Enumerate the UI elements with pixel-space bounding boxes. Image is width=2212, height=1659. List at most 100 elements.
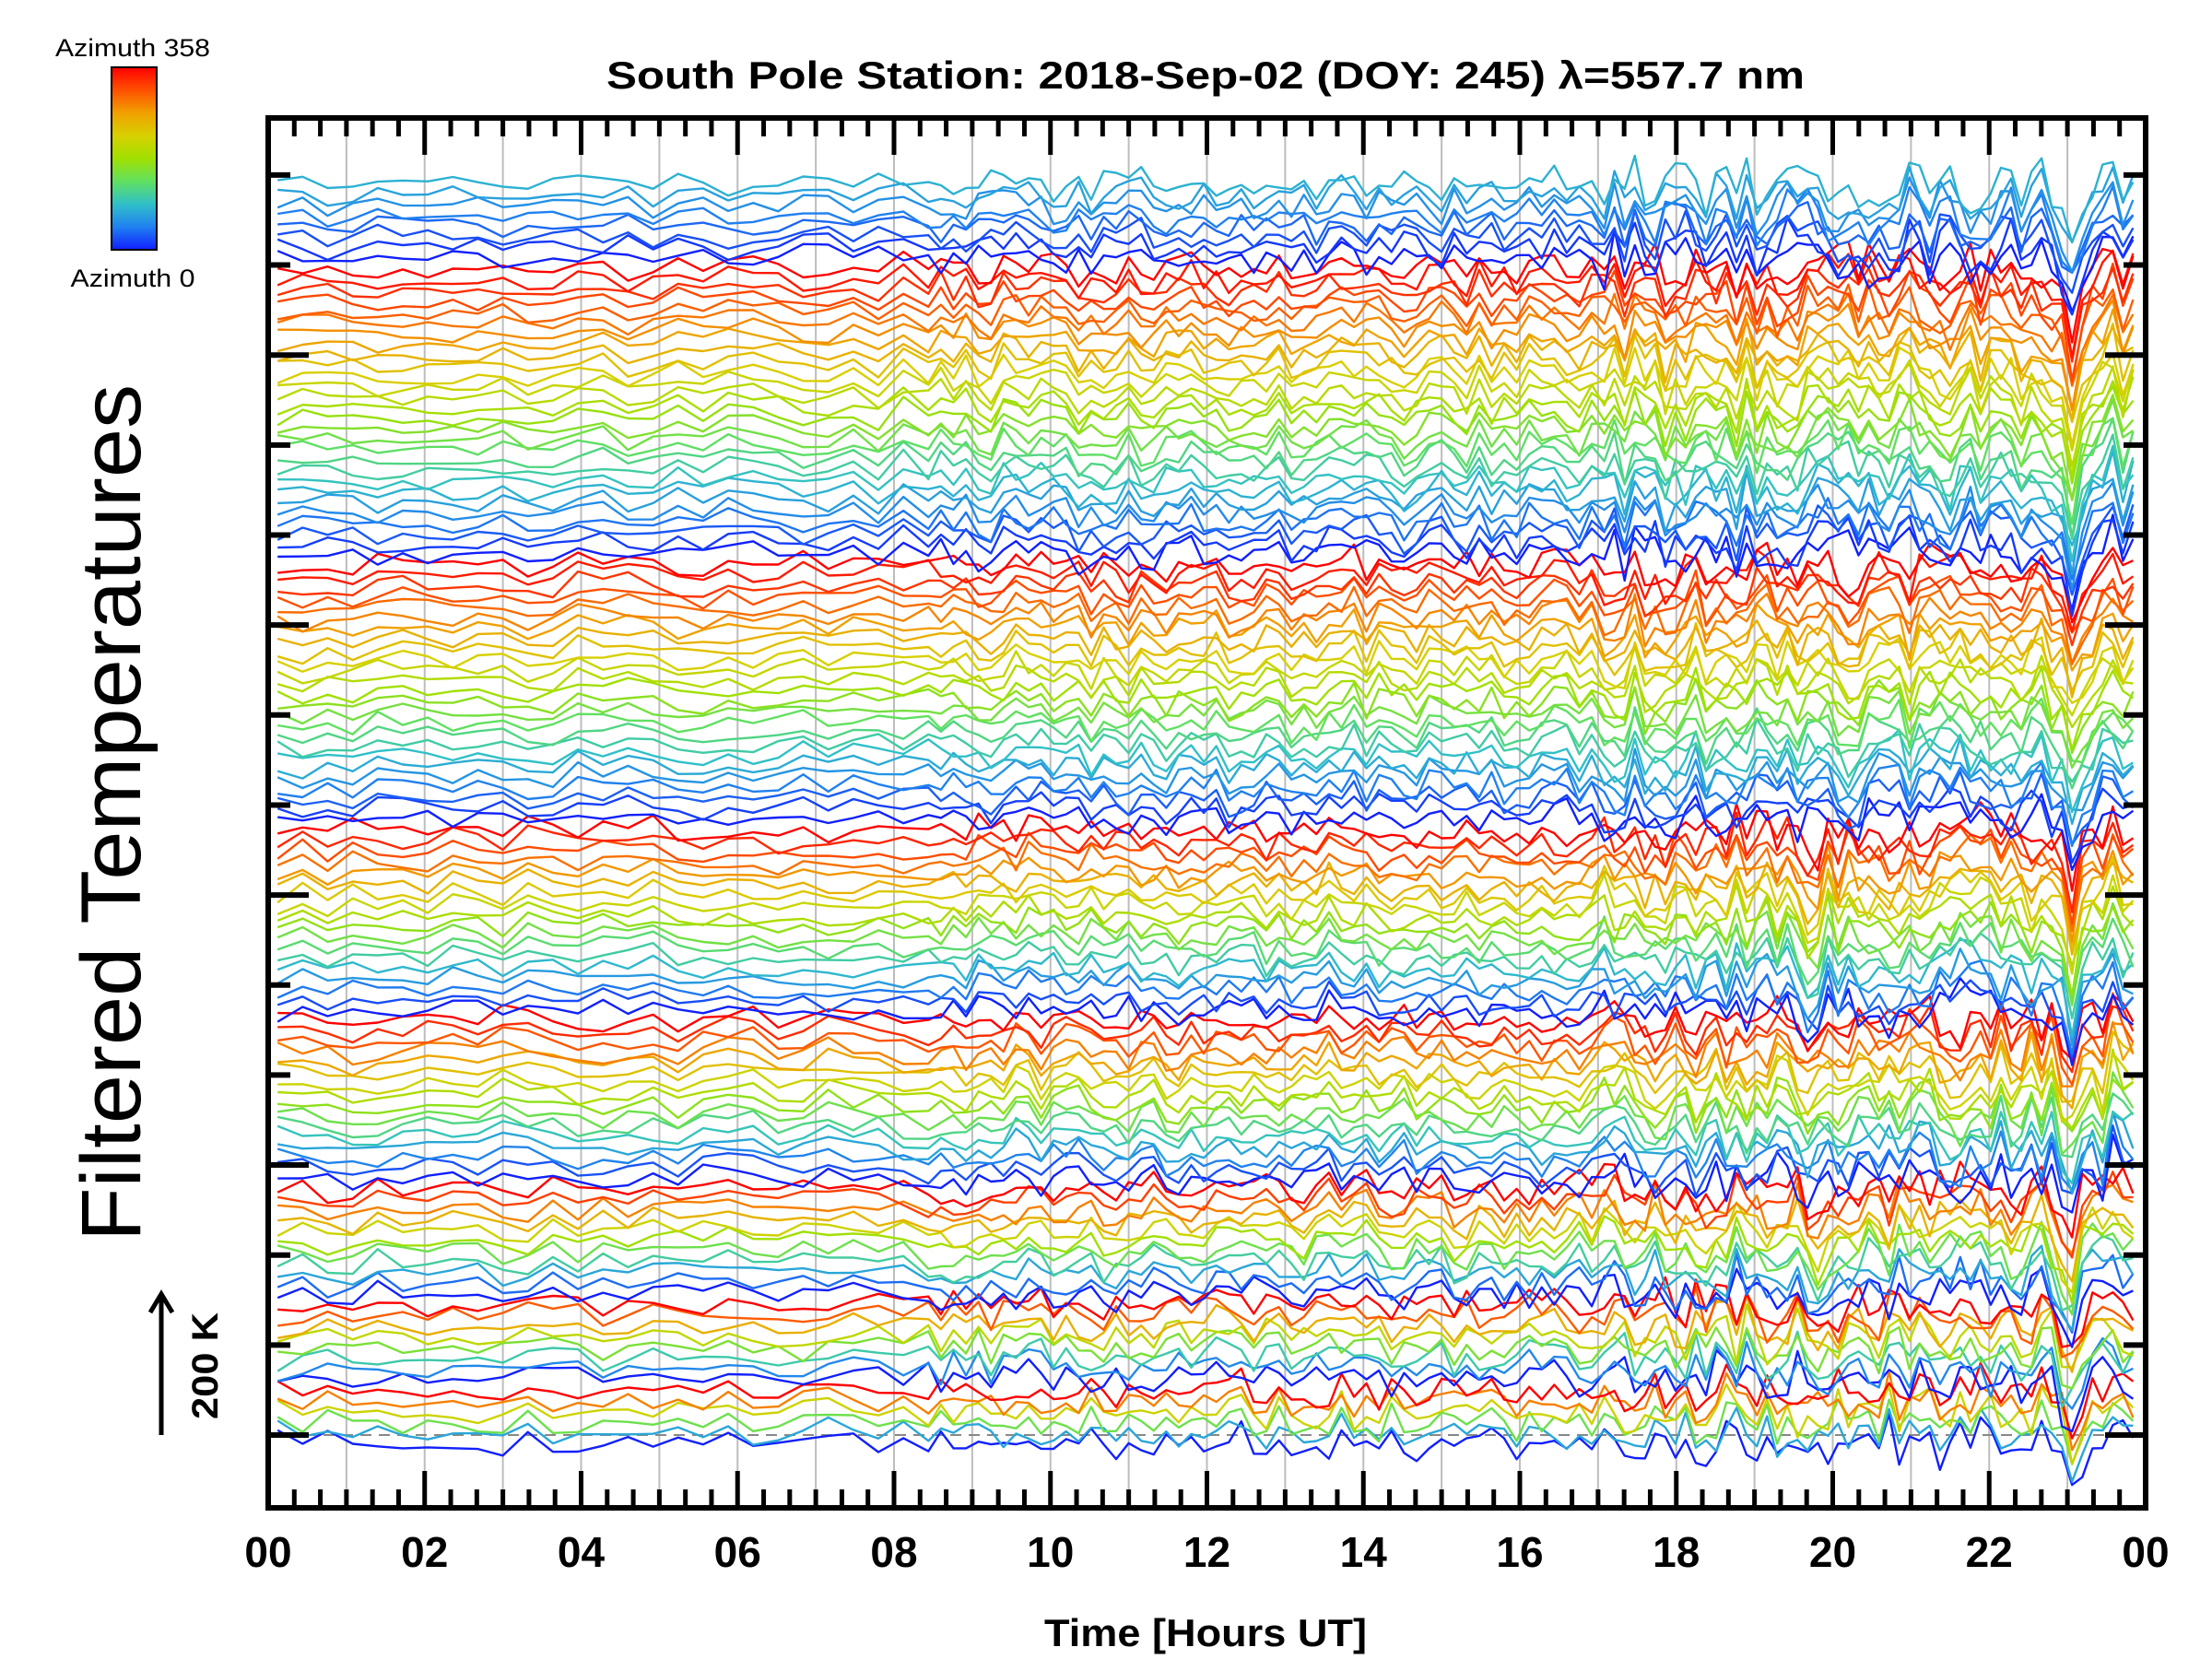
x-tick-label: 10 [1027, 1528, 1074, 1576]
azimuth-trace [276, 883, 2135, 968]
azimuth-trace [276, 504, 2135, 596]
azimuth-trace [277, 541, 2134, 624]
x-tick-label: 20 [1809, 1528, 1856, 1576]
azimuth-trace [276, 1112, 2135, 1195]
azimuth-trace [276, 292, 2135, 387]
azimuth-trace [277, 1071, 2135, 1156]
x-tick-label: 02 [401, 1528, 448, 1576]
azimuth-trace [277, 1178, 2134, 1255]
azimuth-trace [277, 1020, 2135, 1110]
x-tick-label: 16 [1496, 1528, 1543, 1576]
azimuth-trace [276, 176, 2135, 274]
azimuth-trace [277, 208, 2135, 294]
azimuth-trace [277, 1285, 2135, 1359]
azimuth-trace [277, 1030, 2135, 1103]
x-tick-label: 18 [1653, 1528, 1700, 1576]
azimuth-trace [276, 1348, 2135, 1433]
azimuth-trace [277, 323, 2135, 424]
azimuth-trace [276, 915, 2135, 1003]
azimuth-trace [277, 184, 2135, 275]
azimuth-trace [277, 470, 2135, 576]
azimuth-trace [276, 1303, 2134, 1369]
azimuth-trace [276, 645, 2135, 717]
azimuth-trace [276, 666, 2135, 751]
azimuth-trace [276, 603, 2135, 672]
scale-bar-arrow-head [147, 1289, 175, 1314]
azimuth-trace [276, 229, 2135, 313]
azimuth-trace [277, 1194, 2135, 1283]
azimuth-trace [276, 283, 2135, 386]
azimuth-trace [277, 1076, 2135, 1135]
azimuth-trace [277, 165, 2135, 243]
plot-frame [265, 115, 2148, 1511]
azimuth-trace [276, 249, 2135, 359]
scale-bar: 200 K [147, 1289, 226, 1435]
azimuth-trace [276, 959, 2135, 1055]
azimuth-trace [276, 1253, 2135, 1335]
azimuth-trace [277, 1244, 2135, 1332]
azimuth-trace [277, 566, 2135, 647]
azimuth-trace [276, 376, 2135, 477]
azimuth-trace [277, 444, 2135, 562]
azimuth-trace [276, 1294, 2134, 1373]
scale-bar-label: 200 K [185, 1312, 226, 1419]
azimuth-trace [276, 706, 2135, 790]
azimuth-trace [276, 811, 2135, 913]
azimuth-trace [276, 873, 2135, 975]
azimuth-trace [276, 717, 2134, 783]
azimuth-trace [277, 1276, 2135, 1348]
azimuth-trace [276, 481, 2135, 591]
azimuth-trace [276, 1336, 2134, 1410]
azimuth-trace [277, 154, 2135, 244]
azimuth-trace [276, 973, 2135, 1059]
traces [276, 154, 2135, 1487]
azimuth-trace [276, 801, 2135, 892]
azimuth-trace [277, 357, 2135, 452]
axis-ticks [268, 118, 2146, 1508]
azimuth-trace [277, 793, 2135, 872]
azimuth-trace [277, 200, 2135, 274]
colorbar-bottom-label: Azimuth 0 [71, 265, 195, 292]
azimuth-trace [277, 299, 2135, 411]
colorbar-top-label: Azimuth 358 [55, 34, 210, 62]
azimuth-trace [276, 362, 2135, 468]
x-tick-label: 04 [558, 1528, 606, 1576]
azimuth-trace [276, 947, 2134, 1047]
azimuth-trace [276, 433, 2135, 541]
azimuth-trace [277, 992, 2135, 1087]
azimuth-trace [277, 761, 2135, 848]
azimuth-trace [276, 736, 2135, 825]
azimuth-trace [276, 1220, 2135, 1316]
azimuth-trace [277, 513, 2135, 611]
azimuth-trace [276, 347, 2135, 446]
azimuth-trace [277, 698, 2135, 764]
y-axis-label: Filtered Temperatures [65, 384, 159, 1241]
x-tick-label: 06 [714, 1528, 761, 1576]
azimuth-trace [276, 1160, 2135, 1239]
chart-title: South Pole Station: 2018-Sep-02 (DOY: 24… [606, 53, 1805, 97]
azimuth-trace [276, 398, 2135, 500]
x-tick-label: 00 [244, 1528, 291, 1576]
azimuth-trace [276, 593, 2135, 665]
colorbar [111, 66, 158, 251]
azimuth-trace [276, 938, 2135, 1038]
azimuth-trace [277, 449, 2135, 547]
azimuth-trace [276, 216, 2135, 316]
azimuth-trace [276, 385, 2135, 485]
azimuth-trace [277, 1133, 2134, 1214]
azimuth-trace [276, 832, 2135, 933]
azimuth-trace [276, 728, 2135, 814]
x-tick-label: 22 [1966, 1528, 2013, 1576]
azimuth-trace [277, 548, 2135, 633]
x-tick-label: 12 [1183, 1528, 1230, 1576]
azimuth-trace [276, 1171, 2134, 1259]
x-axis-label: Time [Hours UT] [1044, 1611, 1367, 1654]
azimuth-trace [277, 1215, 2135, 1304]
azimuth-trace [277, 581, 2135, 665]
azimuth-trace [276, 308, 2135, 412]
azimuth-trace [276, 1406, 2134, 1483]
azimuth-trace [276, 1201, 2135, 1294]
azimuth-trace [276, 1412, 2135, 1487]
azimuth-trace [277, 1052, 2135, 1124]
